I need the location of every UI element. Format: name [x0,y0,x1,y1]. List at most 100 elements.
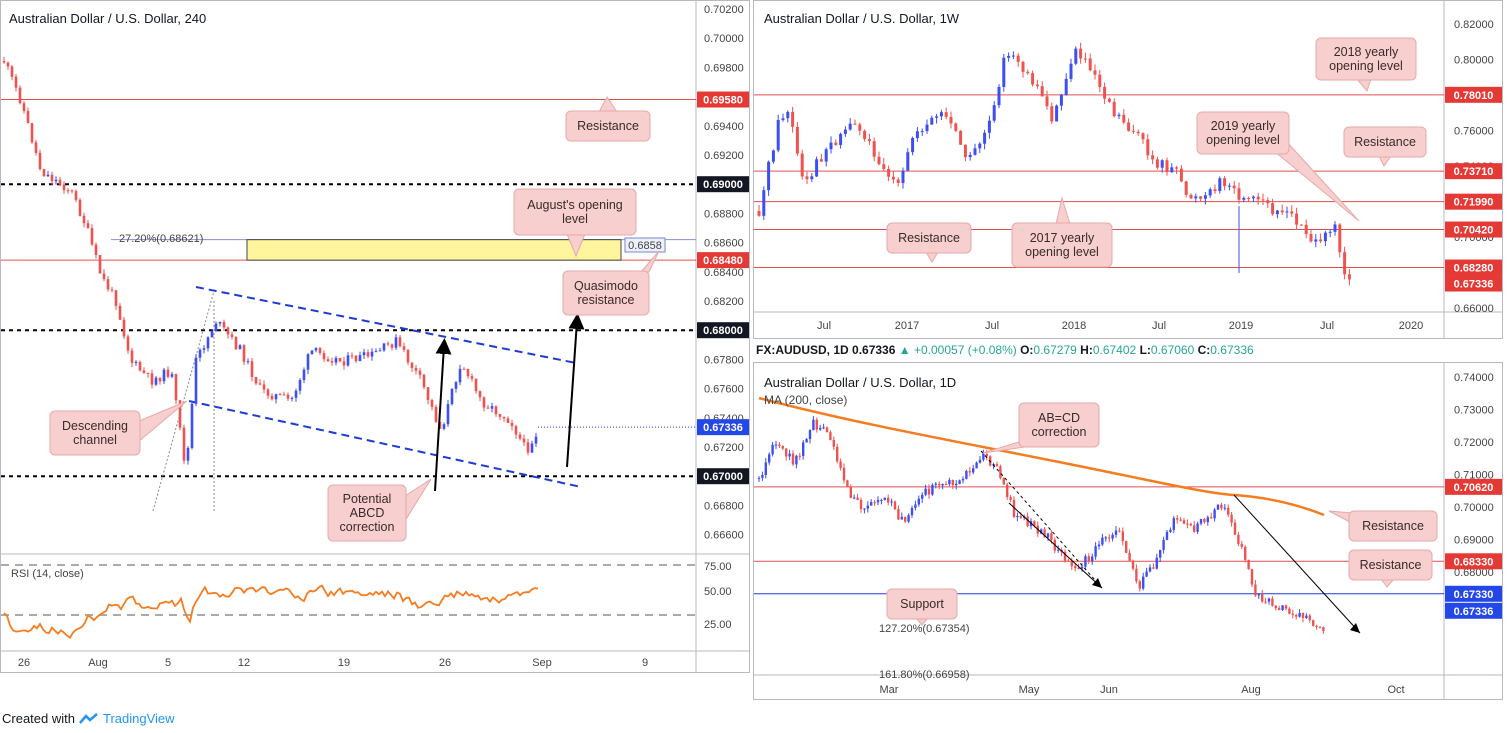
tradingview-link[interactable]: TradingView [102,711,175,726]
d-candle-146 [1254,584,1257,596]
w-candle-28 [891,176,895,180]
d-abcd-arrow-1 [1008,502,1103,589]
d-candle-7 [781,446,784,449]
close-label: C: [1197,343,1211,357]
w-candle-91 [1194,196,1198,199]
w-candle-93 [1203,195,1207,199]
w-candle-33 [915,131,919,139]
h4-candle-63 [254,377,258,384]
h4-candle-29 [118,305,122,320]
h4-candle-115 [462,368,466,370]
w-time-tick-6: Jul [1320,320,1334,332]
w-candle-101 [1242,198,1246,200]
w-candle-122 [1343,252,1347,275]
w-candle-22 [863,130,867,140]
d-candle-36 [880,499,883,501]
h4-tag-0.68000-bg [697,322,749,339]
h4-price-tick-2: 0.69800 [704,62,744,74]
w-candle-26 [882,164,886,169]
tradingview-logo-icon [79,712,98,724]
w-candle-6 [786,111,790,119]
daily-chart-panel[interactable]: 0.74000 0.73000 0.72000 0.71000 0.70000 0.690… [753,362,1503,700]
h4-zone-tag: 0.6858 [628,240,662,252]
d-candle-15 [808,430,812,440]
h4-candle-122 [490,406,494,409]
h4-candle-9 [38,152,42,170]
w-tag-0.70420-bg [1445,221,1502,238]
d-candle-93 [1074,566,1077,569]
w-tag-0.68280-bg [1445,259,1502,276]
h4-candle-93 [374,351,378,353]
d-candle-144 [1247,559,1250,570]
d-candle-39 [890,501,893,503]
d-callout-support-line-0: Support [900,597,944,611]
high-label: H: [1080,343,1093,357]
w-candle-1 [762,190,766,216]
up-arrow-icon: ▲ [898,343,911,357]
h4-candle-108 [434,406,438,422]
d-candle-2 [764,462,767,476]
h4-candle-45 [182,427,186,461]
w-time-tick-1: 2017 [895,320,919,332]
d-candle-133 [1210,517,1213,519]
h4-candle-14 [58,179,62,185]
h4-candle-37 [150,373,154,385]
w-candle-23 [867,139,871,142]
h4-rsi-line [3,584,539,639]
h4-candle-110 [442,424,446,429]
weekly-chart-panel[interactable]: 0.820000.800000.760000.740000.720000.700… [753,0,1503,339]
h4-candle-90 [362,352,366,356]
d-candle-59 [958,480,961,484]
d-candle-105 [1114,530,1118,535]
w-candle-85 [1165,160,1169,173]
w-candle-117 [1319,239,1323,242]
w-tag-0.71990-bg [1445,193,1502,210]
d-candle-134 [1213,509,1216,519]
d-candle-62 [968,471,971,473]
d-candle-151 [1271,598,1274,606]
w-tag-0.70420: 0.70420 [1454,225,1494,237]
w-callout-2018-pointer [1355,78,1372,93]
created-with-label: Created with [2,711,75,726]
h4-candle-94 [378,350,382,352]
h4-chart-svg[interactable]: 0.702000.700000.698000.696000.694000.692… [1,1,750,673]
d-candle-113 [1142,576,1145,589]
h4-candle-15 [62,184,66,191]
d-price-tick-1: 0.73000 [1454,405,1494,417]
d-candle-161 [1305,615,1308,618]
daily-chart-svg[interactable]: 0.74000 0.73000 0.72000 0.71000 0.70000 0.690… [754,363,1503,700]
h4-candle-125 [502,416,506,419]
h4-callout-quasimodo-line-0: Quasimodo [574,279,638,293]
h4-candle-88 [354,355,358,362]
w-candle-109 [1280,210,1284,213]
h4-candle-8 [34,142,38,153]
w-candle-76 [1122,114,1126,123]
h4-callout-descending-box [49,410,141,456]
w-candle-46 [978,143,982,149]
h4-chart-title: Australian Dollar / U.S. Dollar, 240 [9,11,207,26]
w-tag-0.67336-bg [1445,275,1502,292]
w-candle-13 [819,159,823,162]
h4-candle-26 [106,279,110,290]
d-candle-130 [1199,518,1203,524]
last-price: 0.67336 [852,343,896,357]
w-time-tick-2: Jul [985,320,999,332]
h4-candle-132 [530,443,534,453]
d-candle-122 [1172,518,1175,530]
d-candle-81 [1033,521,1036,526]
h4-candle-87 [350,355,354,357]
h4-tag-0.69580: 0.69580 [703,95,743,107]
w-candle-106 [1266,200,1270,204]
h4-chart-panel[interactable]: 0.702000.700000.698000.696000.694000.692… [0,0,750,673]
h4-fib-dotted-1 [152,290,215,512]
h4-arrow-cd [566,313,585,468]
d-candle-149 [1264,601,1267,603]
h4-candle-11 [46,174,50,177]
d-candle-49 [924,488,927,495]
weekly-chart-svg[interactable]: 0.820000.800000.760000.740000.720000.700… [754,1,1503,339]
d-candle-46 [914,504,917,508]
d-candle-86 [1050,533,1053,540]
d-candle-117 [1155,557,1158,569]
h4-rsi-tick-0: 75.00 [704,561,732,573]
d-candle-139 [1230,514,1233,523]
